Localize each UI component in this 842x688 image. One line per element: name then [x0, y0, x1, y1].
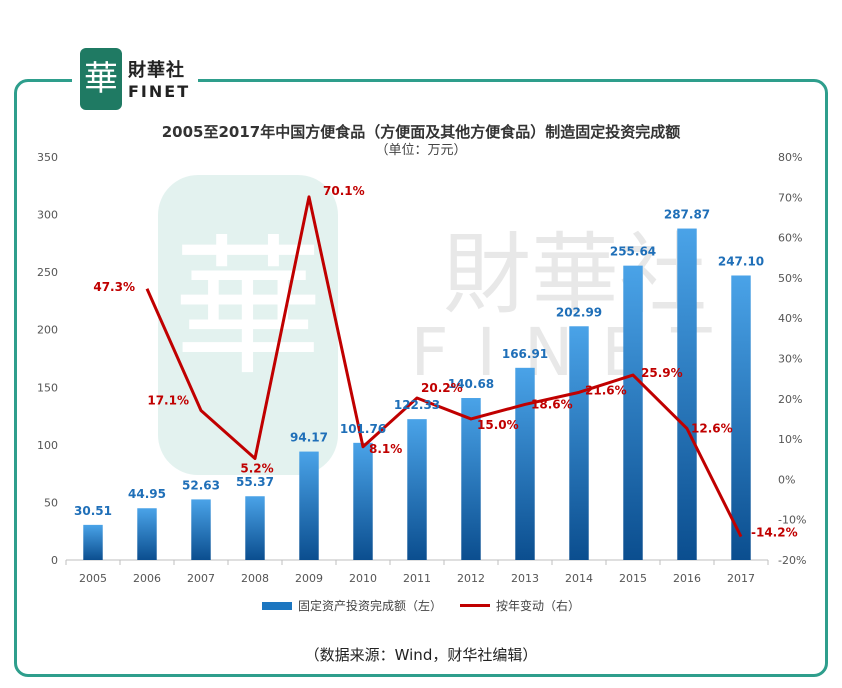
bar-value-label: 166.91: [502, 347, 548, 361]
bar: [569, 326, 589, 560]
watermark: 華 財華社 FINET: [158, 175, 740, 475]
y-left-tick-label: 350: [37, 151, 58, 164]
bar: [677, 228, 697, 560]
x-tick-label: 2014: [565, 572, 593, 585]
chart-title: 2005至2017年中国方便食品（方便面及其他方便食品）制造固定投资完成额: [161, 123, 681, 141]
x-tick-label: 2016: [673, 572, 701, 585]
line-value-label: 20.2%: [421, 381, 463, 395]
bar-value-label: 122.33: [394, 398, 440, 412]
line-value-label: 21.6%: [585, 383, 627, 397]
bar-value-label: 101.76: [340, 422, 386, 436]
y-right-tick-label: 40%: [778, 312, 802, 325]
line-value-label: 25.9%: [641, 366, 683, 380]
line-value-label: 18.6%: [531, 397, 573, 411]
bar-value-label: 44.95: [128, 487, 166, 501]
change-line: [145, 195, 743, 538]
x-tick-label: 2007: [187, 572, 215, 585]
bar-value-label: 94.17: [290, 431, 328, 445]
source-note: （数据来源：Wind，财华社编辑）: [304, 646, 538, 664]
bar: [137, 508, 157, 560]
watermark-en-text: FINET: [411, 314, 740, 391]
y-left-tick-label: 200: [37, 324, 58, 337]
finet-logo: 華 財華社 FINET: [72, 44, 198, 116]
bar-value-label: 52.63: [182, 478, 220, 492]
y-right-tick-label: 0%: [778, 473, 795, 486]
y-right-tick-label: 20%: [778, 393, 802, 406]
watermark-mark: [158, 175, 338, 475]
bar: [83, 524, 103, 560]
x-tick-label: 2005: [79, 572, 107, 585]
x-tick-label: 2012: [457, 572, 485, 585]
bar: [245, 496, 265, 560]
legend: 固定资产投资完成额（左） 按年变动（右）: [0, 597, 842, 614]
y-right-tick-label: 70%: [778, 191, 802, 204]
x-tick-label: 2013: [511, 572, 539, 585]
bar: [299, 451, 319, 560]
chart-subtitle: （单位：万元）: [375, 143, 467, 158]
line-value-label: 15.0%: [477, 418, 519, 432]
legend-bar-label: 固定资产投资完成额（左）: [297, 599, 442, 613]
x-tick-label: 2008: [241, 572, 269, 585]
y-left-tick-label: 300: [37, 209, 58, 222]
bar: [623, 265, 643, 560]
bar-value-label: 202.99: [556, 305, 602, 319]
y-right-tick-label: 60%: [778, 232, 802, 245]
y-right-tick-label: 80%: [778, 151, 802, 164]
bar-value-label: 30.51: [74, 504, 112, 518]
bar: [353, 442, 373, 560]
legend-line-label: 按年变动（右）: [496, 599, 581, 613]
line-value-label: 17.1%: [147, 393, 189, 407]
y-left-tick-label: 100: [37, 439, 58, 452]
x-tick-label: 2010: [349, 572, 377, 585]
y-left-tick-label: 250: [37, 266, 58, 279]
bar: [461, 398, 481, 560]
line-value-label: 70.1%: [323, 184, 365, 198]
chart-frame: [14, 79, 828, 677]
line-value-label: 8.1%: [369, 442, 402, 456]
y-right-tick-label: -20%: [778, 554, 806, 567]
logo-cn-text: 財華社: [128, 60, 185, 81]
logo-en-text: FINET: [128, 82, 191, 101]
watermark-cn-text: 財華社: [443, 223, 707, 326]
bar-value-label: 140.68: [448, 377, 494, 391]
x-tick-label: 2011: [403, 572, 431, 585]
x-tick-label: 2015: [619, 572, 647, 585]
bar: [515, 367, 535, 560]
line-value-label: -14.2%: [751, 526, 798, 540]
bar-value-label: 247.10: [718, 254, 764, 268]
y-right-tick-label: -10%: [778, 514, 806, 527]
watermark-mark-text: 華: [173, 222, 323, 396]
legend-line-swatch: [460, 604, 490, 607]
x-tick-label: 2009: [295, 572, 323, 585]
y-right-tick-label: 30%: [778, 353, 802, 366]
logo-mark-icon: 華: [80, 48, 122, 110]
line-value-label: 12.6%: [691, 422, 733, 436]
bar: [407, 419, 427, 560]
y-left-tick-label: 150: [37, 381, 58, 394]
y-right-tick-label: 10%: [778, 433, 802, 446]
bar-value-label: 255.64: [610, 245, 656, 259]
legend-bar-swatch: [261, 601, 292, 610]
bar: [731, 275, 751, 560]
data-labels: 30.51 44.95 52.63 55.37 94.17 101.76 122.33 140…: [74, 184, 798, 540]
line-series: [145, 195, 743, 538]
bars: [83, 228, 751, 560]
bar-value-label: 55.37: [236, 475, 274, 489]
y-left-tick-label: 50: [44, 496, 58, 509]
y-right-tick-label: 50%: [778, 272, 802, 285]
line-value-label: 47.3%: [93, 280, 135, 294]
line-value-label: 5.2%: [240, 461, 273, 475]
x-tick-label: 2017: [727, 572, 755, 585]
bar: [191, 499, 211, 560]
bar-value-label: 287.87: [664, 208, 710, 222]
y-left-tick-label: 0: [51, 554, 58, 567]
x-tick-label: 2006: [133, 572, 161, 585]
